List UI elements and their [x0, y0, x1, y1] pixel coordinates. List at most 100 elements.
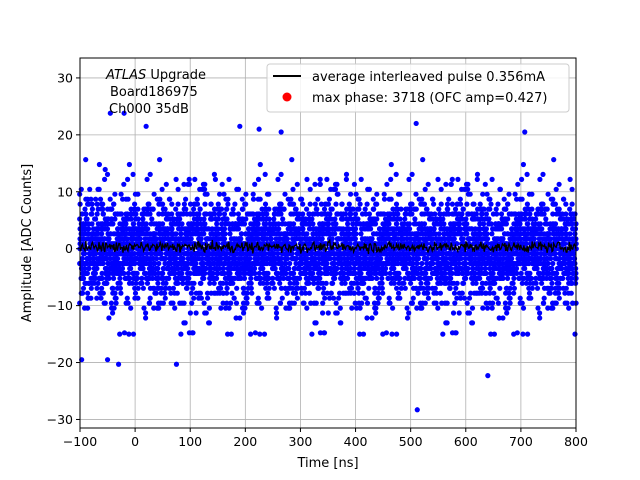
scatter-point [84, 270, 90, 276]
scatter-point [235, 211, 241, 217]
scatter-point [231, 211, 237, 217]
scatter-point [429, 236, 435, 242]
scatter-point [186, 181, 192, 187]
scatter-point [117, 280, 123, 286]
scatter-point [379, 285, 385, 291]
scatter-point [533, 216, 539, 222]
scatter-point [152, 260, 158, 267]
scatter-point [215, 201, 221, 207]
scatter-point [202, 270, 208, 276]
scatter-point [312, 256, 318, 262]
scatter-point [196, 211, 202, 217]
scatter-point [146, 201, 152, 207]
scatter-point [124, 211, 130, 217]
scatter-point [190, 285, 196, 291]
scatter-point [294, 295, 300, 301]
scatter-point [190, 221, 196, 227]
scatter-point [131, 221, 137, 227]
scatter-point [95, 280, 101, 286]
scatter-point [437, 211, 443, 217]
scatter-point [135, 285, 141, 291]
scatter-point [252, 270, 258, 276]
annotation-upgrade: Upgrade [146, 68, 206, 83]
scatter-point [227, 270, 233, 276]
scatter-point [337, 320, 343, 326]
scatter-point [85, 290, 91, 296]
scatter-point [228, 300, 234, 306]
scatter-point [124, 236, 130, 242]
scatter-point [423, 270, 429, 276]
scatter-point [281, 206, 287, 212]
scatter-point [221, 236, 228, 242]
scatter-point [435, 256, 441, 262]
scatter-point [118, 191, 124, 197]
scatter-point [481, 221, 487, 227]
scatter-point [548, 256, 554, 262]
scatter-point [276, 226, 282, 232]
scatter-point [506, 290, 512, 296]
scatter-point [287, 260, 293, 267]
scatter-point [130, 171, 136, 177]
scatter-point [224, 206, 230, 212]
scatter-point [527, 211, 533, 217]
scatter-point [117, 275, 123, 281]
scatter-point [491, 331, 497, 337]
scatter-point [202, 201, 208, 207]
scatter-point [79, 256, 85, 262]
scatter-point [100, 260, 106, 267]
scatter-point [338, 236, 344, 242]
scatter-point [414, 305, 420, 311]
scatter-point [480, 191, 486, 197]
scatter-point [106, 315, 112, 321]
scatter-point [440, 331, 446, 337]
scatter-point [357, 256, 363, 262]
scatter-point [290, 186, 296, 192]
scatter-point [177, 216, 183, 222]
scatter-point [425, 280, 431, 286]
scatter-point [529, 285, 535, 291]
scatter-point [313, 300, 319, 306]
scatter-point [193, 260, 199, 267]
scatter-point [409, 211, 415, 217]
scatter-point [527, 270, 533, 276]
scatter-point [192, 176, 198, 182]
scatter-point [383, 270, 389, 276]
scatter-point [303, 270, 309, 276]
scatter-point [450, 310, 457, 316]
scatter-point [84, 216, 90, 222]
scatter-point [152, 270, 158, 276]
scatter-point [163, 280, 169, 286]
y-tick-label: 30 [57, 70, 73, 85]
scatter-point [322, 295, 328, 301]
scatter-point [531, 236, 537, 242]
scatter-point [426, 285, 432, 291]
scatter-point [303, 216, 309, 222]
scatter-point [465, 186, 471, 192]
scatter-point [111, 305, 117, 311]
scatter-point [386, 231, 392, 237]
scatter-point [512, 211, 518, 217]
scatter-point [291, 270, 297, 276]
scatter-point [374, 216, 380, 222]
y-axis-label: Amplitude [ADC Counts] [20, 164, 35, 322]
scatter-point [324, 260, 330, 267]
scatter-point [560, 196, 567, 202]
scatter-point [266, 295, 272, 301]
scatter-point [449, 176, 455, 182]
scatter-point [540, 201, 546, 207]
scatter-point [256, 211, 262, 217]
scatter-point [381, 211, 387, 217]
scatter-point [326, 196, 332, 202]
scatter-point [428, 275, 434, 281]
scatter-point [80, 285, 87, 291]
scatter-point [422, 186, 428, 192]
scatter-point [180, 211, 186, 217]
scatter-point [168, 260, 174, 267]
scatter-point [448, 275, 454, 281]
scatter-point [458, 256, 464, 262]
scatter-point [406, 251, 412, 257]
scatter-point [299, 196, 305, 202]
scatter-point [487, 285, 493, 291]
scatter-point [421, 211, 427, 217]
scatter-point [505, 231, 511, 237]
